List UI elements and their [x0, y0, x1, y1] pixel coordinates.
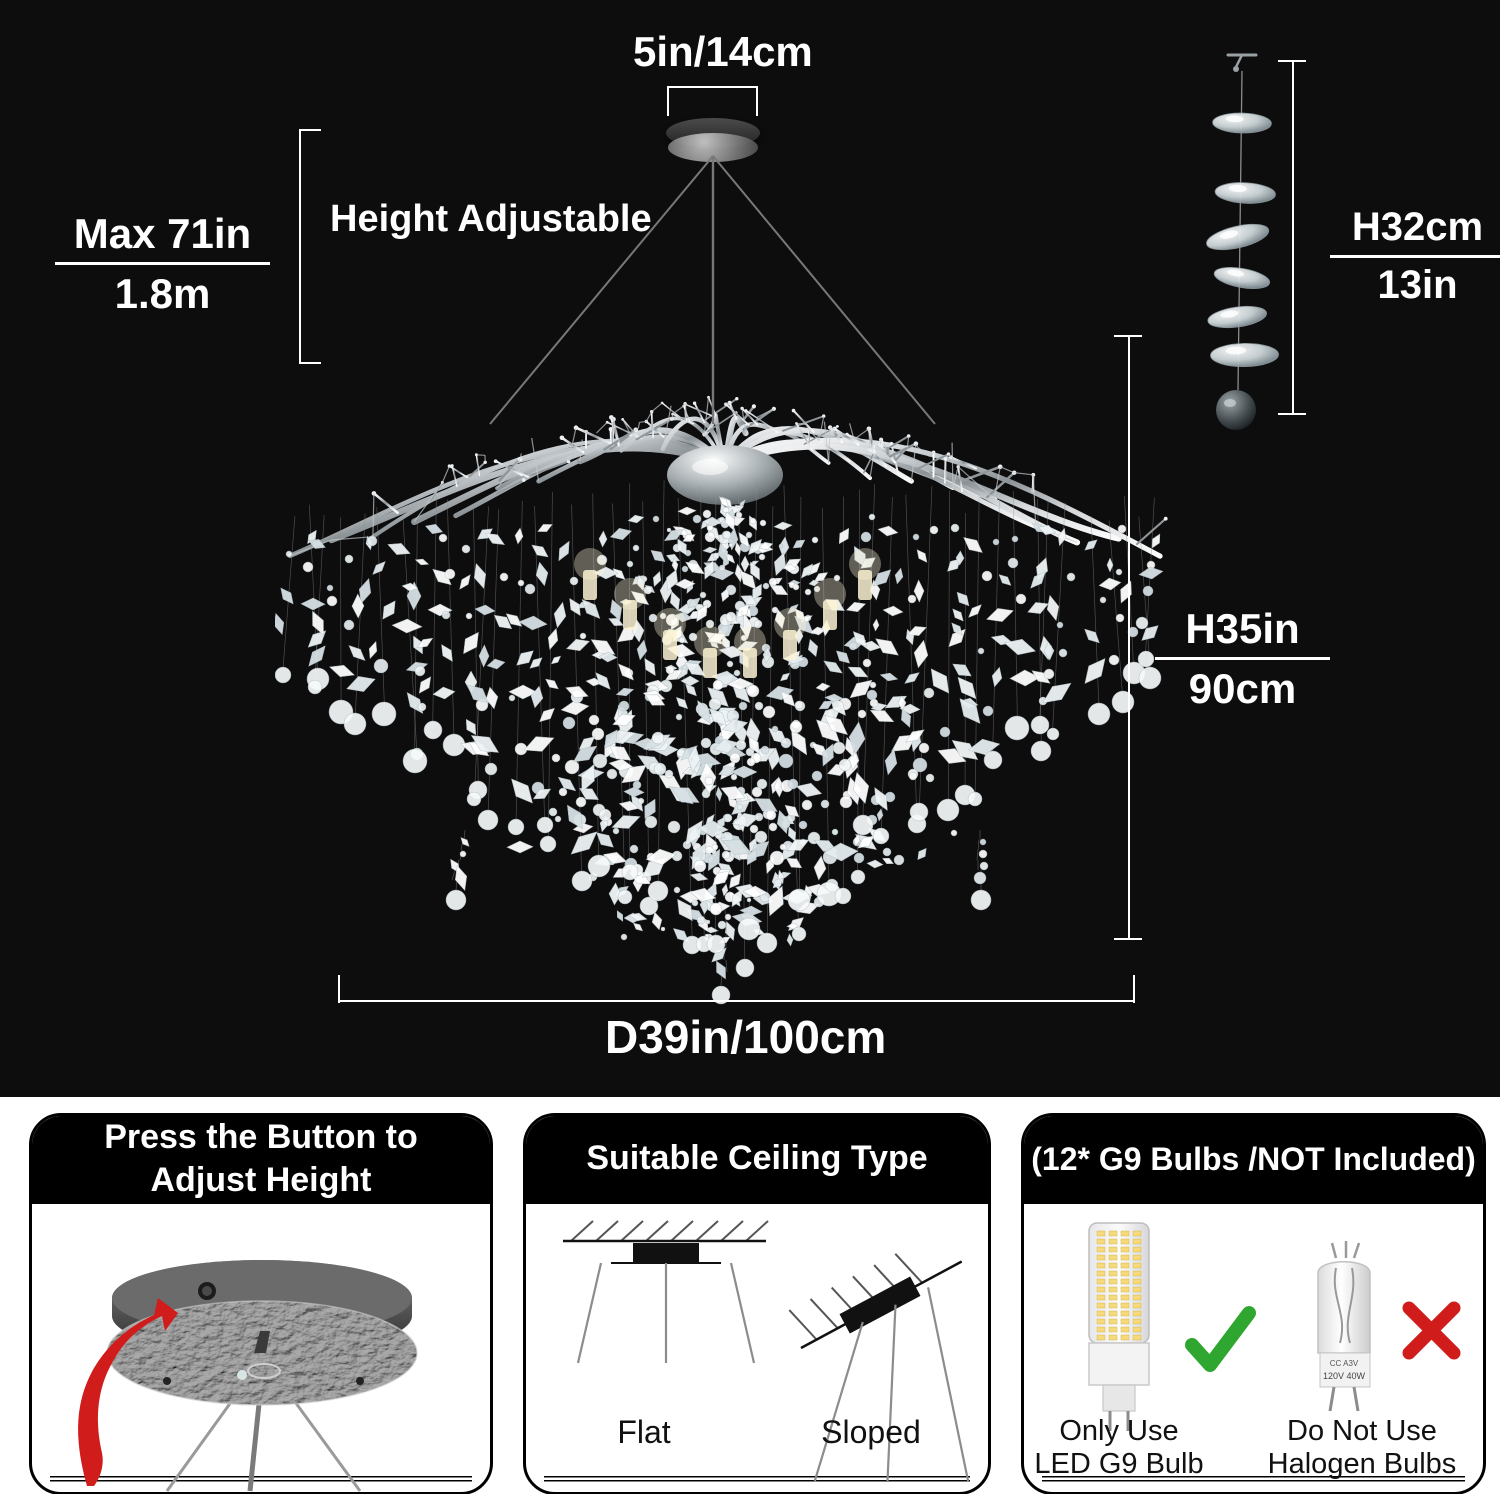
svg-text:Do Not Use: Do Not Use — [1287, 1415, 1437, 1447]
svg-text:Only Use: Only Use — [1059, 1415, 1178, 1447]
svg-text:CC A3V: CC A3V — [1330, 1359, 1359, 1368]
svg-text:Sloped: Sloped — [821, 1414, 921, 1450]
svg-text:LED G9 Bulb: LED G9 Bulb — [1034, 1448, 1203, 1480]
svg-text:Halogen Bulbs: Halogen Bulbs — [1268, 1448, 1457, 1480]
svg-text:120V 40W: 120V 40W — [1323, 1371, 1366, 1381]
svg-text:Flat: Flat — [617, 1414, 670, 1450]
